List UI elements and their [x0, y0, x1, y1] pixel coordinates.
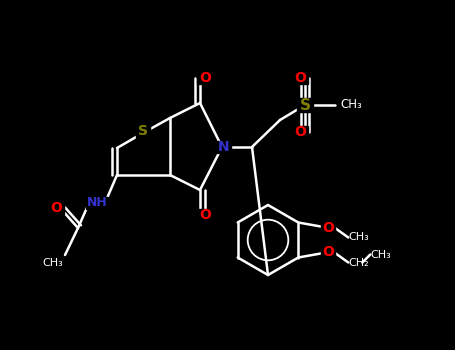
Bar — [197, 72, 213, 84]
Text: O: O — [199, 208, 211, 222]
Bar — [197, 209, 213, 221]
Bar — [292, 126, 308, 138]
Text: CH₃: CH₃ — [43, 258, 63, 268]
Text: CH₃: CH₃ — [340, 98, 362, 112]
Text: NH: NH — [86, 196, 107, 210]
Text: O: O — [199, 71, 211, 85]
Text: O: O — [50, 201, 62, 215]
Text: CH₃: CH₃ — [370, 250, 391, 259]
Bar — [292, 72, 308, 84]
Bar — [321, 222, 335, 233]
Text: O: O — [294, 71, 306, 85]
Text: O: O — [294, 125, 306, 139]
Text: CH₂: CH₂ — [348, 258, 369, 267]
Text: S: S — [299, 98, 310, 112]
Bar — [297, 98, 313, 112]
Bar — [48, 202, 64, 214]
Bar — [321, 246, 335, 259]
Text: N: N — [218, 140, 230, 154]
Bar — [136, 124, 150, 138]
Text: O: O — [323, 220, 334, 234]
Bar — [217, 141, 231, 153]
Text: CH₃: CH₃ — [348, 232, 369, 243]
Text: S: S — [138, 124, 148, 138]
Bar — [86, 197, 108, 209]
Text: O: O — [323, 245, 334, 259]
